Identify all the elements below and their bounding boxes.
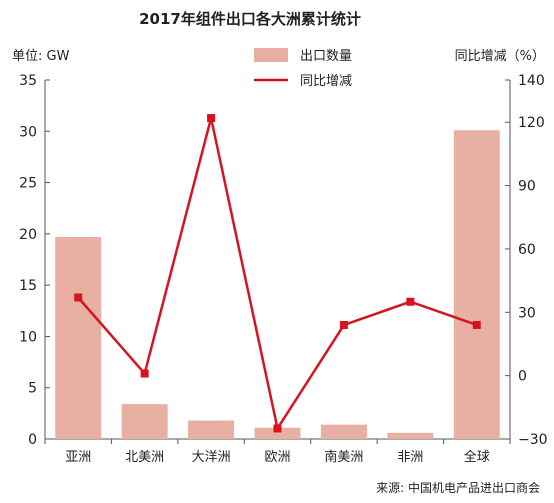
- bar-大洋洲: [188, 420, 235, 439]
- right-axis-unit-label: 同比增减（%）: [455, 49, 545, 64]
- category-label: 南美洲: [324, 449, 363, 465]
- bar-非洲: [387, 432, 434, 439]
- bar-北美洲: [121, 404, 168, 439]
- left-axis-unit-label: 单位: GW: [12, 49, 70, 64]
- category-labels: 亚洲 北美洲 大洋洲 欧洲 南美洲 非洲 全球: [65, 449, 490, 465]
- right-tick-label: 90: [518, 179, 536, 195]
- growth-point-非洲: [406, 297, 415, 306]
- category-label: 非洲: [397, 450, 423, 465]
- category-label: 亚洲: [65, 450, 91, 465]
- bar-亚洲: [55, 236, 102, 439]
- growth-point-大洋洲: [207, 114, 216, 123]
- line-series-group: [74, 114, 481, 433]
- right-tick-label: −30: [518, 432, 548, 448]
- source-note: 来源: 中国机电产品进出口商会: [376, 480, 540, 495]
- growth-line: [77, 117, 478, 432]
- growth-point-欧洲: [273, 424, 282, 433]
- right-tick-label: 30: [518, 305, 536, 321]
- category-label: 北美洲: [125, 450, 164, 465]
- growth-point-亚洲: [74, 293, 83, 302]
- right-tick-label: 120: [518, 115, 545, 131]
- right-tick-label: 0: [518, 369, 527, 385]
- left-tick-label: 0: [28, 432, 37, 448]
- category-label: 欧洲: [264, 450, 290, 465]
- axes: 0 5 10 15 20 25 30 35 −30 0 30 60 90 120 140: [19, 73, 547, 448]
- left-tick-label: 25: [19, 176, 37, 192]
- bars-group: [55, 130, 500, 439]
- legend-line-label: 同比增减: [300, 74, 352, 89]
- category-label: 全球: [464, 449, 490, 465]
- growth-point-北美洲: [140, 369, 149, 378]
- legend-bar-swatch: [254, 48, 288, 62]
- legend: 出口数量 同比增减: [254, 48, 352, 89]
- chart-title: 2017年组件出口各大洲累计统计: [139, 10, 361, 28]
- right-tick-label: 140: [518, 73, 545, 89]
- bar-全球: [453, 130, 500, 439]
- bar-南美洲: [320, 424, 367, 439]
- category-label: 大洋洲: [192, 450, 231, 465]
- growth-point-全球: [472, 320, 481, 329]
- left-tick-label: 10: [19, 329, 37, 345]
- growth-point-南美洲: [339, 320, 348, 329]
- left-tick-label: 30: [19, 124, 37, 140]
- left-tick-label: 35: [19, 73, 37, 89]
- left-tick-label: 5: [28, 381, 37, 397]
- left-tick-label: 20: [19, 227, 37, 243]
- bar-欧洲: [254, 427, 301, 439]
- right-tick-label: 60: [518, 242, 536, 258]
- left-tick-label: 15: [19, 278, 37, 294]
- legend-bar-label: 出口数量: [300, 49, 352, 64]
